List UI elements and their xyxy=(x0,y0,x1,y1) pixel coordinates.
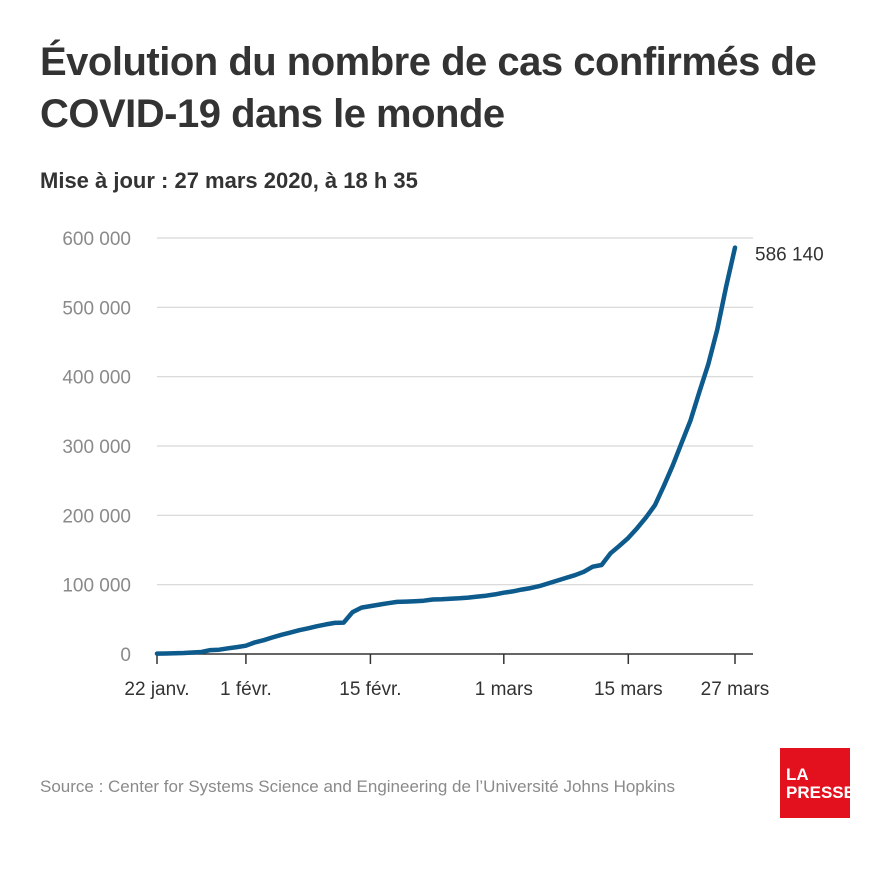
y-tick-label: 400 000 xyxy=(62,368,131,389)
x-axis xyxy=(156,653,753,664)
y-tick-label: 0 xyxy=(120,645,131,666)
data-point xyxy=(617,544,621,548)
x-tick-label: 27 mars xyxy=(701,679,770,700)
data-point xyxy=(679,441,683,445)
source-note: Source : Center for Systems Science and … xyxy=(40,777,675,796)
data-point xyxy=(608,551,612,555)
data-point xyxy=(430,597,434,601)
data-point xyxy=(413,599,417,603)
data-point xyxy=(546,581,550,585)
data-point xyxy=(270,635,274,639)
data-point xyxy=(190,650,194,654)
data-point xyxy=(279,633,283,637)
data-point xyxy=(306,626,310,630)
gridlines xyxy=(157,237,753,586)
x-tick-label: 22 janv. xyxy=(124,679,189,700)
y-tick-label: 200 000 xyxy=(62,506,131,527)
x-tick-label: 15 mars xyxy=(594,679,663,700)
data-point xyxy=(181,651,185,655)
data-point xyxy=(653,503,657,507)
data-point xyxy=(493,592,497,596)
y-tick-label: 300 000 xyxy=(62,437,131,458)
logo-line-1: LA xyxy=(786,765,809,784)
data-point xyxy=(288,630,292,634)
data-point xyxy=(342,620,346,624)
data-point xyxy=(475,594,479,598)
data-point xyxy=(715,328,719,332)
data-point xyxy=(644,515,648,519)
data-point xyxy=(377,602,381,606)
y-tick-label: 100 000 xyxy=(62,576,131,597)
data-point xyxy=(315,624,319,628)
data-point xyxy=(350,610,354,614)
data-point xyxy=(457,596,461,600)
data-point xyxy=(253,640,257,644)
chart-title: Évolution du nombre de cas confirmés de … xyxy=(40,40,817,136)
data-point xyxy=(555,578,559,582)
data-point xyxy=(671,463,675,467)
y-tick-label: 500 000 xyxy=(62,298,131,319)
data-point xyxy=(573,573,577,577)
data-point xyxy=(510,589,514,593)
data-point xyxy=(448,597,452,601)
data-point xyxy=(697,390,701,394)
x-tick-label: 1 mars xyxy=(475,679,533,700)
data-point xyxy=(528,586,532,590)
data-point xyxy=(386,601,390,605)
data-point xyxy=(368,604,372,608)
end-value-label: 586 140 xyxy=(755,245,824,266)
data-point xyxy=(208,648,212,652)
x-tick-label: 15 févr. xyxy=(339,679,401,700)
data-point xyxy=(626,536,630,540)
data-point xyxy=(244,643,248,647)
data-point xyxy=(502,591,506,595)
annotation-layer: 586 140 xyxy=(755,245,824,266)
data-point xyxy=(519,587,523,591)
data-point xyxy=(599,563,603,567)
data-point xyxy=(564,576,568,580)
data-point xyxy=(688,418,692,422)
data-point xyxy=(173,651,177,655)
data-point xyxy=(439,597,443,601)
data-point xyxy=(217,648,221,652)
data-point xyxy=(591,565,595,569)
data-point xyxy=(484,593,488,597)
data-point xyxy=(733,245,737,249)
data-point xyxy=(333,621,337,625)
x-axis-tick-labels: 22 janv. 1 févr. 15 févr. 1 mars 15 mars 27 m… xyxy=(124,679,769,700)
data-point xyxy=(199,650,203,654)
data-point xyxy=(164,651,168,655)
data-point xyxy=(635,526,639,530)
data-point xyxy=(662,484,666,488)
y-tick-label: 600 000 xyxy=(62,229,131,250)
series-layer xyxy=(154,245,738,656)
data-point xyxy=(235,645,239,649)
data-point xyxy=(262,638,266,642)
data-point xyxy=(582,570,586,574)
data-point xyxy=(466,595,470,599)
data-point xyxy=(404,599,408,603)
x-tick-label: 1 févr. xyxy=(220,679,272,700)
data-point xyxy=(324,622,328,626)
data-point xyxy=(537,584,541,588)
data-point xyxy=(422,599,426,603)
y-axis-tick-labels: 0 100 000 200 000 300 000 400 000 500 000 600 … xyxy=(62,229,131,666)
data-point xyxy=(724,285,728,289)
line-chart: 0 100 000 200 000 300 000 400 000 500 000 600 … xyxy=(62,229,824,700)
data-point xyxy=(297,628,301,632)
data-point xyxy=(226,646,230,650)
data-point xyxy=(706,362,710,366)
data-point xyxy=(395,600,399,604)
la-presse-logo: LA PRESSE xyxy=(780,748,855,818)
data-point xyxy=(155,651,159,655)
series-line-0 xyxy=(154,245,738,656)
data-point xyxy=(359,605,363,609)
chart-subtitle: Mise à jour : 27 mars 2020, à 18 h 35 xyxy=(40,168,418,193)
logo-line-2: PRESSE xyxy=(786,783,855,802)
